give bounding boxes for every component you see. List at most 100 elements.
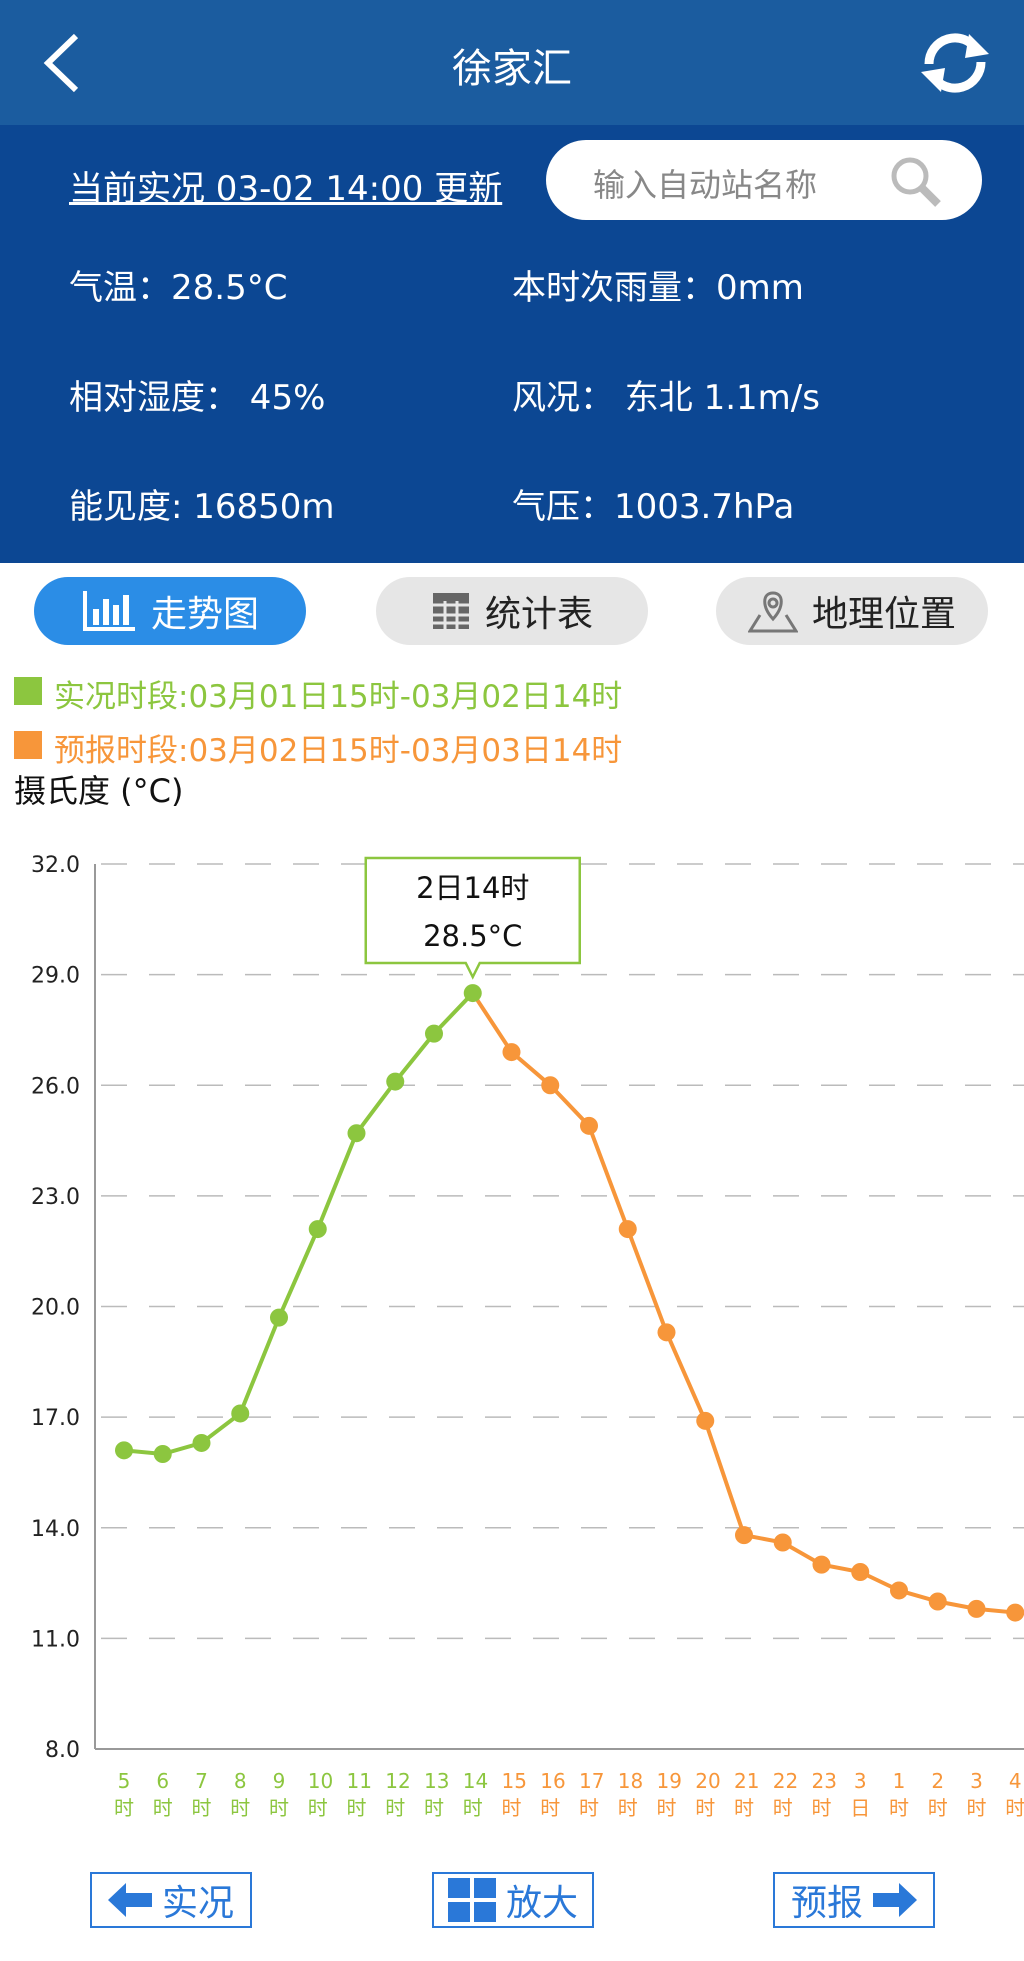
btn-forecast[interactable]: 预报 bbox=[773, 1872, 935, 1928]
y-tick-label: 26.0 bbox=[31, 1074, 80, 1099]
x-tick-label: 15时 bbox=[501, 1769, 527, 1820]
refresh-button[interactable] bbox=[915, 24, 995, 100]
data-point bbox=[696, 1411, 715, 1430]
data-point bbox=[115, 1441, 133, 1460]
x-tick-label: 21时 bbox=[734, 1769, 760, 1820]
data-point bbox=[773, 1533, 792, 1552]
legend-label: 实况时段:03月01日15时-03月02日14时 bbox=[54, 679, 623, 715]
tab[interactable]: 统计表 bbox=[376, 577, 648, 645]
tooltip-title: 2日14时 bbox=[416, 871, 529, 905]
tooltip-box bbox=[364, 856, 581, 980]
x-tick-label: 20时 bbox=[695, 1769, 721, 1820]
x-tick-label: 8时 bbox=[230, 1769, 251, 1820]
info-item: 气压：1003.7hPa bbox=[512, 487, 795, 527]
data-point bbox=[967, 1599, 986, 1618]
data-point bbox=[192, 1433, 211, 1452]
update-link[interactable]: 当前实况 03-02 14:00 更新 bbox=[69, 169, 503, 209]
search-icon bbox=[891, 157, 941, 207]
data-point bbox=[890, 1581, 908, 1600]
x-tick-label: 6时 bbox=[152, 1769, 173, 1820]
tooltip: 2日14时 28.5°C bbox=[364, 856, 581, 980]
search-placeholder: 输入自动站名称 bbox=[593, 166, 818, 204]
x-tick-label: 19时 bbox=[656, 1769, 682, 1820]
data-point bbox=[812, 1555, 831, 1574]
x-tick-label: 1时 bbox=[889, 1769, 909, 1820]
chart: 摄氏度 (°C) 8.0 11.0 14.0 17.0 20.0 23.0 26.0 29.0… bbox=[14, 772, 1024, 1763]
x-tick-label: 9时 bbox=[269, 1769, 289, 1820]
x-tick-label: 13时 bbox=[424, 1769, 450, 1820]
x-tick-label: 14时 bbox=[462, 1769, 489, 1820]
y-tick-label: 14.0 bbox=[31, 1517, 80, 1542]
btn-live[interactable]: 实况 bbox=[90, 1872, 252, 1928]
tab-active[interactable]: 走势图 bbox=[34, 577, 306, 645]
x-tick-label: 10时 bbox=[307, 1769, 334, 1820]
y-tick-label: 11.0 bbox=[31, 1627, 80, 1652]
data-point bbox=[502, 1043, 521, 1062]
tab-label: 走势图 bbox=[150, 594, 259, 635]
btn-label: 实况 bbox=[161, 1883, 234, 1924]
data-point bbox=[928, 1592, 947, 1611]
back-button[interactable] bbox=[40, 30, 84, 96]
x-tick-label: 5时 bbox=[114, 1769, 134, 1820]
data-point bbox=[308, 1220, 327, 1239]
btn-zoom[interactable]: 放大 bbox=[432, 1872, 594, 1928]
x-tick-label: 18时 bbox=[617, 1769, 644, 1820]
x-tick-label: 3时 bbox=[966, 1769, 987, 1820]
btn-label: 预报 bbox=[790, 1883, 863, 1924]
data-point bbox=[657, 1323, 676, 1342]
info-item: 本时次雨量：0mm bbox=[512, 268, 804, 308]
chart-icon bbox=[82, 591, 135, 631]
x-tick-label: 16时 bbox=[540, 1769, 566, 1820]
search-box[interactable]: 输入自动站名称 bbox=[546, 140, 982, 220]
legend-swatch bbox=[14, 677, 42, 705]
table-icon bbox=[432, 593, 469, 629]
y-tick-label: 32.0 bbox=[31, 853, 80, 878]
tab[interactable]: 地理位置 bbox=[716, 577, 988, 645]
series-line bbox=[123, 991, 475, 1457]
tooltip-value: 28.5°C bbox=[423, 919, 522, 953]
tab-label: 地理位置 bbox=[811, 594, 956, 635]
x-tick-label: 17时 bbox=[579, 1769, 605, 1820]
legend-label: 预报时段:03月02日15时-03月03日14时 bbox=[54, 733, 623, 769]
y-tick-label: 23.0 bbox=[31, 1185, 80, 1210]
tab-label: 统计表 bbox=[484, 594, 593, 635]
data-point bbox=[425, 1024, 443, 1043]
y-tick-label: 17.0 bbox=[31, 1406, 80, 1431]
data-point bbox=[580, 1116, 598, 1135]
x-tick-label: 4时 bbox=[1005, 1769, 1024, 1820]
header: 徐家汇 bbox=[0, 0, 1024, 125]
x-tick-label: 11时 bbox=[346, 1769, 372, 1820]
data-point bbox=[386, 1072, 405, 1091]
data-point bbox=[347, 1124, 366, 1143]
x-tick-label: 12时 bbox=[385, 1769, 411, 1820]
arrow-left bbox=[107, 1883, 152, 1917]
data-point bbox=[618, 1220, 637, 1239]
y-tick-label: 8.0 bbox=[45, 1738, 80, 1763]
x-tick-label: 22时 bbox=[772, 1769, 799, 1820]
info-item: 能见度: 16850m bbox=[69, 487, 335, 527]
x-tick-label: 3日 bbox=[850, 1769, 871, 1820]
location-icon bbox=[747, 591, 798, 633]
y-axis-label: 摄氏度 (°C) bbox=[14, 772, 184, 810]
data-point bbox=[153, 1445, 172, 1463]
info-panel: 当前实况 03-02 14:00 更新 输入自动站名称 气温：28.5°C 本时… bbox=[0, 125, 1024, 563]
info-item: 相对湿度： 45% bbox=[69, 378, 326, 418]
data-point bbox=[851, 1563, 870, 1581]
grid-icon bbox=[447, 1878, 496, 1922]
data-point bbox=[1006, 1603, 1024, 1622]
x-tick-label: 2时 bbox=[927, 1769, 948, 1820]
legend-swatch bbox=[14, 731, 42, 759]
title: 徐家汇 bbox=[452, 46, 572, 92]
y-tick-label: 20.0 bbox=[31, 1296, 80, 1321]
x-tick-label: 7时 bbox=[191, 1769, 212, 1820]
data-point bbox=[231, 1404, 250, 1423]
y-tick-label: 29.0 bbox=[31, 964, 80, 989]
data-point bbox=[463, 984, 482, 1003]
btn-label: 放大 bbox=[505, 1883, 578, 1924]
data-point bbox=[735, 1526, 753, 1545]
data-point bbox=[541, 1076, 560, 1095]
info-item: 风况： 东北 1.1m/s bbox=[512, 378, 820, 418]
x-tick-label: 23时 bbox=[811, 1769, 837, 1820]
data-point bbox=[270, 1308, 288, 1327]
